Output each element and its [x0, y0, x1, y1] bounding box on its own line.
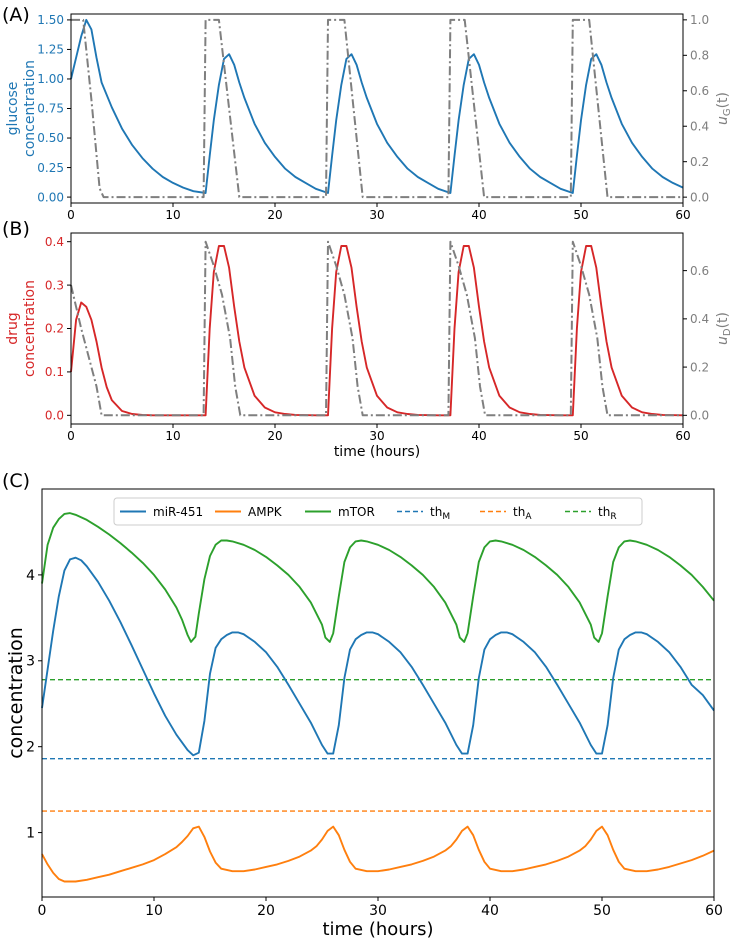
x-tick-label: 30 — [369, 429, 384, 443]
y-right-tick-label: 0.2 — [690, 360, 709, 374]
y-right-axis-label: uD(t) — [715, 312, 730, 345]
y-tick-label: 2 — [26, 740, 35, 756]
panel-c-concentration-chart: 0 10 20 30 40 50 60 1 2 3 4 concentration time (hour… — [5, 488, 723, 939]
y-tick-label: 0.75 — [37, 102, 64, 116]
y-right-tick-label: 0.2 — [690, 155, 709, 169]
legend-label: thM — [430, 505, 450, 522]
y-right-tick-label: 1.0 — [690, 13, 709, 27]
x-tick-label: 30 — [369, 903, 387, 919]
y-tick-label: 1.50 — [37, 13, 64, 27]
y-tick-label: 0.00 — [37, 190, 64, 204]
y-right-tick-label: 0.8 — [690, 49, 709, 63]
series-line-glucose-concentration — [70, 18, 684, 194]
y-axis-label: concentration — [22, 280, 38, 377]
legend-label: thR — [598, 505, 617, 522]
x-tick-label: 50 — [573, 429, 588, 443]
x-tick-label: 0 — [38, 903, 47, 919]
x-tick-label: 10 — [145, 903, 163, 919]
panel-label-b: (B) — [2, 218, 30, 240]
x-tick-label: 40 — [471, 208, 486, 222]
y-right-tick-label: 0.6 — [690, 264, 709, 278]
x-tick-label: 20 — [267, 208, 282, 222]
legend-label: miR-451 — [153, 505, 203, 519]
y-right-tick-label: 0.0 — [690, 190, 709, 204]
x-tick-label: 20 — [267, 429, 282, 443]
legend-label: AMPK — [248, 505, 283, 519]
x-tick-label: 10 — [165, 429, 180, 443]
y-tick-label: 4 — [26, 568, 35, 584]
panel-label-a: (A) — [2, 4, 30, 26]
legend-box — [113, 497, 643, 526]
y-right-tick-label: 0.0 — [690, 409, 709, 423]
y-axis-label: glucose — [5, 82, 21, 136]
y-right-tick-label: 0.4 — [690, 119, 709, 133]
y-tick-label: 3 — [26, 654, 35, 670]
y-tick-label: 0.4 — [45, 235, 64, 249]
x-tick-label: 40 — [481, 903, 499, 919]
x-tick-label: 50 — [573, 208, 588, 222]
x-tick-label: 20 — [257, 903, 275, 919]
y-tick-label: 0.1 — [45, 365, 64, 379]
x-tick-label: 0 — [67, 208, 75, 222]
y-tick-label: 0.3 — [45, 278, 64, 292]
x-tick-label: 30 — [369, 208, 384, 222]
y-right-axis-label: uG(t) — [715, 92, 730, 125]
y-tick-label: 1.25 — [37, 43, 64, 57]
panel-label-c: (C) — [2, 470, 30, 492]
series-line-u-d-t- — [70, 240, 683, 417]
y-right-tick-label: 0.6 — [690, 84, 709, 98]
y-axis-label: drug — [5, 312, 21, 344]
x-tick-label: 60 — [705, 903, 723, 919]
series-line-ampk — [41, 825, 715, 883]
x-tick-label: 40 — [471, 429, 486, 443]
x-tick-label: 10 — [165, 208, 180, 222]
x-tick-label: 60 — [675, 429, 690, 443]
y-tick-label: 0.50 — [37, 131, 64, 145]
series-line-mir-451 — [41, 556, 715, 757]
series-line-drug-concentration — [70, 245, 684, 417]
y-axis-label: concentration — [5, 627, 27, 759]
legend-label: thA — [513, 505, 532, 522]
y-right-tick-label: 0.4 — [690, 312, 709, 326]
y-axis-label: concentration — [22, 60, 38, 157]
x-tick-label: 50 — [593, 903, 611, 919]
panel-b-drug-chart: 0 10 20 30 40 50 600.00.10.20.30.40.00.20.40.6… — [5, 232, 730, 460]
x-tick-label: 0 — [67, 429, 75, 443]
plot-frame — [41, 488, 715, 898]
x-axis-label: time (hours) — [322, 919, 433, 939]
panel-a-glucose-chart: 0 10 20 30 40 50 60 0.00 0.25 0.50 0.75 1.00 1.25 1.5… — [5, 13, 730, 222]
y-tick-label: 1.00 — [37, 72, 64, 86]
y-tick-label: 0.2 — [45, 322, 64, 336]
x-tick-label: 60 — [675, 208, 690, 222]
y-tick-label: 1 — [26, 825, 35, 841]
legend-label: mTOR — [338, 505, 375, 519]
series-line-mtor — [41, 512, 715, 643]
series-line-u-g-t- — [71, 18, 683, 199]
x-axis-label: time (hours) — [334, 444, 420, 460]
y-tick-label: 0.25 — [37, 161, 64, 175]
y-tick-label: 0.0 — [45, 409, 64, 423]
